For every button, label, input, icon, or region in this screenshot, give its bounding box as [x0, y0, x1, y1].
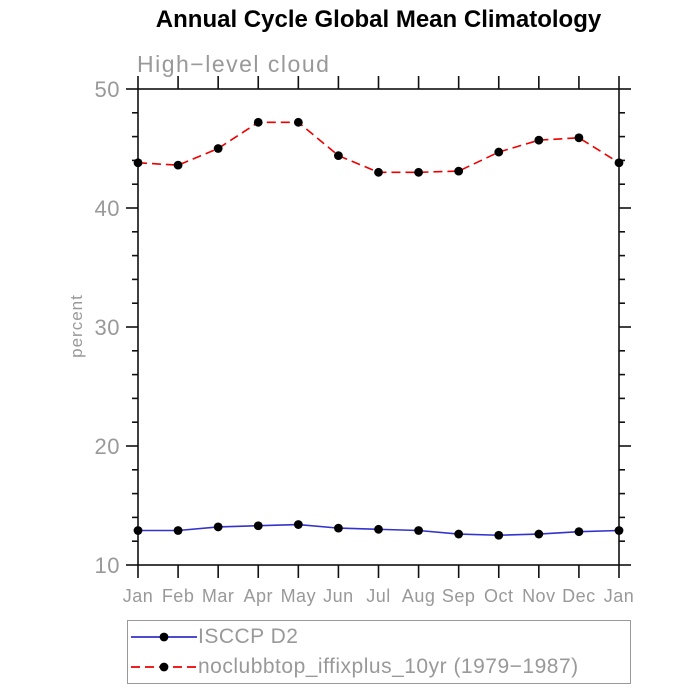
data-point-marker: [253, 117, 263, 127]
x-tick-label: Dec: [562, 586, 596, 606]
data-point-marker: [293, 117, 303, 127]
data-point-marker: [534, 135, 544, 145]
chart-subtitle: High−level cloud: [137, 51, 331, 77]
data-point-marker: [253, 521, 263, 531]
data-point-marker: [614, 158, 624, 168]
data-point-marker: [173, 526, 183, 535]
data-point-marker: [374, 524, 383, 534]
x-tick-label: Jan: [604, 586, 635, 606]
data-point-marker: [454, 166, 464, 176]
x-tick-label: Sep: [442, 586, 476, 606]
x-tick-label: Feb: [162, 586, 195, 606]
data-point-marker: [414, 526, 423, 535]
legend-solid-line-sample: [131, 632, 197, 642]
series-line-1: [137, 121, 620, 174]
data-point-marker: [213, 144, 223, 153]
y-tick-label: 20: [95, 434, 120, 459]
legend-sample-marker: [159, 632, 169, 642]
x-tick-label: Mar: [202, 586, 235, 606]
x-tick-label: Jan: [123, 586, 154, 606]
data-point-marker: [374, 167, 383, 177]
x-tick-label: Jun: [323, 586, 354, 606]
chart-title: Annual Cycle Global Mean Climatology: [155, 6, 602, 33]
x-tick-label: May: [281, 586, 317, 606]
x-tick-label: Jul: [366, 586, 391, 606]
y-tick-label: 40: [95, 196, 120, 221]
data-point-marker: [293, 520, 303, 529]
y-tick-label: 50: [95, 77, 120, 102]
data-point-marker: [213, 522, 223, 532]
legend-item-noclubbtop: noclubbtop_iffixplus_10yr (1979−1987): [130, 654, 630, 680]
data-point-marker: [494, 530, 504, 540]
x-tick-label: Aug: [402, 586, 436, 606]
plot-frame: [137, 88, 620, 566]
x-tick-label: Apr: [243, 586, 273, 606]
legend-item-isccp-d2: ISCCP D2: [130, 624, 630, 650]
data-point-marker: [534, 529, 544, 539]
legend-dashed-line-sample: [131, 662, 197, 672]
legend-sample-marker: [159, 662, 169, 672]
data-point-marker: [574, 527, 584, 537]
data-point-marker: [414, 167, 423, 177]
data-point-marker: [454, 529, 464, 539]
data-point-marker: [334, 151, 343, 161]
legend-label-isccp-d2: ISCCP D2: [198, 625, 299, 648]
x-tick-label: Nov: [522, 586, 556, 606]
data-point-marker: [133, 526, 143, 535]
data-point-marker: [574, 133, 584, 143]
legend-label-noclubbtop: noclubbtop_iffixplus_10yr (1979−1987): [198, 655, 579, 678]
y-tick-label: 30: [95, 315, 120, 340]
x-tick-label: Oct: [484, 586, 514, 606]
data-point-marker: [614, 526, 624, 535]
legend-box: ISCCP D2 noclubbtop_iffixplus_10yr (1979…: [127, 620, 631, 684]
y-tick-label: 10: [95, 553, 120, 578]
data-point-marker: [133, 158, 143, 168]
data-point-marker: [173, 160, 183, 170]
data-point-marker: [494, 147, 504, 157]
data-point-marker: [334, 523, 343, 533]
